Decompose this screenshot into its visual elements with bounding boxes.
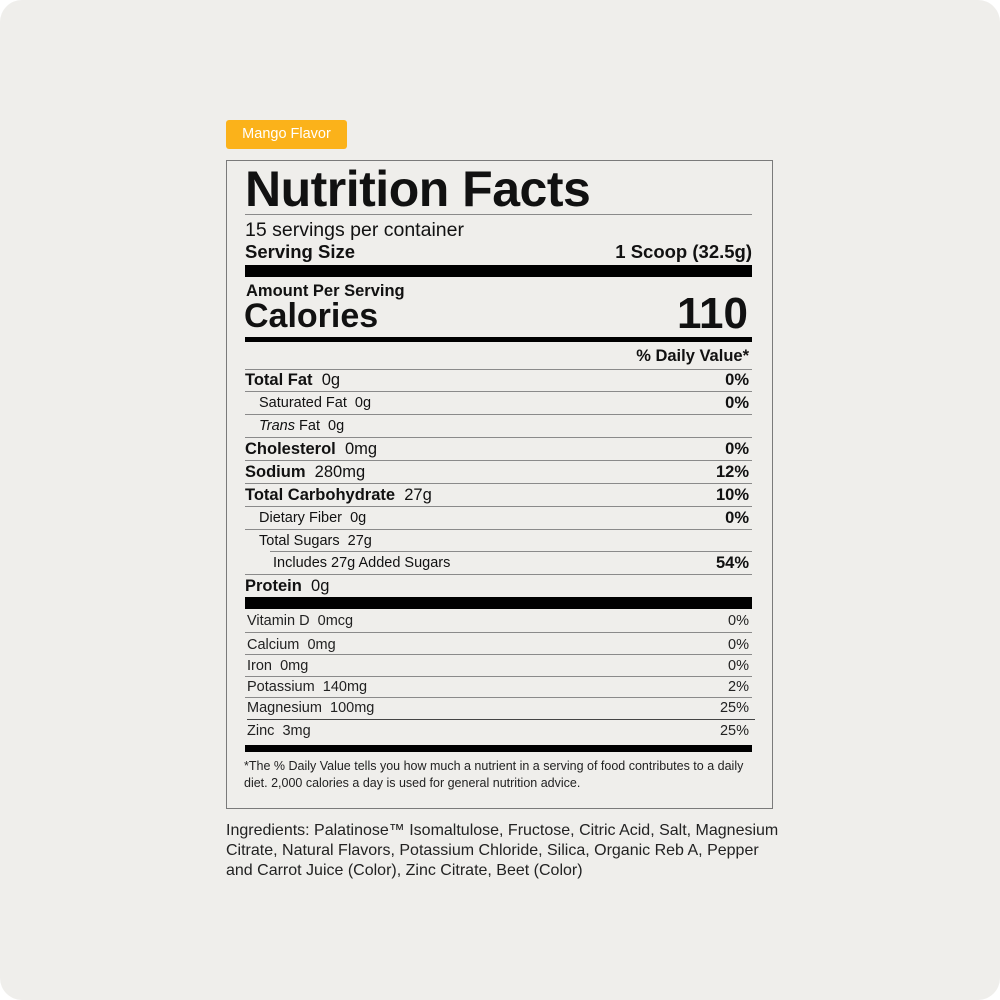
nutrient-name: Protein [245, 576, 302, 595]
vitamin-amount: 3mg [282, 723, 311, 739]
vitamin-row-magnesium: Magnesium 100mg 25% [247, 698, 749, 718]
nutrient-amount: 0g [311, 576, 330, 595]
vitamin-name: Vitamin D [247, 613, 310, 629]
vitamin-amount: 0mg [280, 658, 309, 674]
nutrient-name: Total Sugars [259, 533, 340, 549]
vitamin-row-potassium: Potassium 140mg 2% [247, 677, 749, 697]
thick-divider [245, 597, 752, 609]
nutrient-dv: 10% [715, 485, 749, 504]
flavor-badge: Mango Flavor [226, 120, 347, 149]
nutrient-amount: 27g [404, 485, 432, 504]
nutrient-row-total-sugars: Total Sugars 27g [245, 530, 749, 552]
vitamin-dv: 25% [719, 700, 749, 716]
divider [245, 369, 752, 370]
vitamin-amount: 0mcg [317, 613, 354, 629]
divider [245, 654, 752, 655]
nutrient-amount: 0g [350, 510, 367, 526]
vitamin-name: Potassium [247, 679, 315, 695]
nutrient-row-added-sugars: Includes 27g Added Sugars 54% [245, 552, 749, 574]
nutrient-row-sodium: Sodium 280mg 12% [245, 461, 749, 483]
nutrient-dv: 12% [715, 462, 749, 481]
vitamin-row-vitamin-d: Vitamin D 0mcg 0% [247, 611, 749, 631]
calories-label: Calories [244, 297, 379, 335]
calories-value: 110 [677, 289, 748, 338]
nutrient-amount: 0g [321, 370, 341, 389]
nutrient-dv: 0% [725, 439, 749, 458]
divider [245, 574, 752, 575]
vitamin-dv: 25% [719, 723, 749, 739]
vitamin-name: Iron [247, 658, 272, 674]
nutrient-dv: 0% [725, 370, 749, 389]
vitamin-amount: 140mg [322, 679, 368, 695]
nutrient-name-suffix: Fat [299, 418, 320, 434]
vitamin-name: Calcium [247, 637, 300, 653]
divider [245, 529, 752, 530]
nutrient-row-total-carbohydrate: Total Carbohydrate 27g 10% [245, 484, 749, 506]
vitamin-dv: 0% [728, 613, 749, 629]
divider [245, 632, 752, 633]
nutrient-amount: 0g [328, 418, 345, 434]
nutrient-dv: 0% [725, 393, 749, 412]
nutrient-dv: 54% [715, 553, 749, 572]
amount-per-serving: Amount Per Serving [246, 282, 405, 300]
nutrient-name: Includes 27g Added Sugars [273, 555, 451, 571]
vitamin-row-calcium: Calcium 0mg 0% [247, 635, 749, 655]
divider [245, 483, 752, 484]
thick-divider [245, 265, 752, 277]
divider [245, 437, 752, 438]
nutrient-name: Total Fat [245, 370, 313, 389]
vitamin-row-iron: Iron 0mg 0% [247, 656, 749, 676]
divider [245, 460, 752, 461]
serving-size-value: 1 Scoop (32.5g) [615, 241, 752, 262]
divider [245, 506, 752, 507]
divider [245, 214, 752, 215]
vitamin-row-zinc: Zinc 3mg 25% [247, 721, 749, 741]
divider [245, 391, 752, 392]
nutrient-name: Saturated Fat [259, 395, 347, 411]
divider [245, 697, 752, 698]
nutrient-row-trans-fat: Trans Fat 0g [245, 415, 749, 437]
vitamin-name: Magnesium [247, 700, 322, 716]
daily-value-header: % Daily Value* [636, 347, 749, 365]
daily-value-footnote: *The % Daily Value tells you how much a … [244, 759, 744, 790]
nutrient-name: Cholesterol [245, 439, 336, 458]
ingredients-text: Ingredients: Palatinose™ Isomaltulose, F… [226, 822, 779, 879]
vitamin-dv: 2% [728, 679, 749, 695]
serving-size-label: Serving Size [245, 241, 356, 262]
nutrient-name: Dietary Fiber [259, 510, 342, 526]
nutrient-row-total-fat: Total Fat 0g 0% [245, 369, 749, 391]
serving-size-row: Serving Size 1 Scoop (32.5g) [245, 241, 752, 263]
label-title: Nutrition Facts [245, 161, 591, 217]
divider [247, 719, 755, 720]
nutrition-label-box [226, 160, 773, 809]
nutrient-name: Trans [259, 418, 295, 434]
divider [270, 551, 752, 552]
divider [245, 414, 752, 415]
nutrient-dv: 0% [725, 508, 749, 527]
nutrient-row-protein: Protein 0g [245, 575, 749, 597]
vitamin-dv: 0% [728, 637, 749, 653]
vitamin-name: Zinc [247, 723, 275, 739]
divider [245, 676, 752, 677]
nutrient-amount: 27g [347, 533, 372, 549]
nutrient-row-cholesterol: Cholesterol 0mg 0% [245, 438, 749, 460]
nutrient-amount: 0mg [344, 439, 378, 458]
medium-divider [245, 337, 752, 342]
nutrient-amount: 0g [354, 395, 372, 411]
vitamin-amount: 100mg [330, 700, 375, 716]
vitamin-amount: 0mg [307, 637, 336, 653]
servings-per-container: 15 servings per container [245, 219, 464, 241]
nutrient-row-saturated-fat: Saturated Fat 0g 0% [245, 392, 749, 414]
nutrient-name: Sodium [245, 462, 306, 481]
vitamin-dv: 0% [728, 658, 749, 674]
nutrient-row-dietary-fiber: Dietary Fiber 0g 0% [245, 507, 749, 529]
nutrient-name: Total Carbohydrate [245, 485, 396, 504]
nutrient-amount: 280mg [314, 462, 366, 481]
thick-divider [245, 745, 752, 752]
